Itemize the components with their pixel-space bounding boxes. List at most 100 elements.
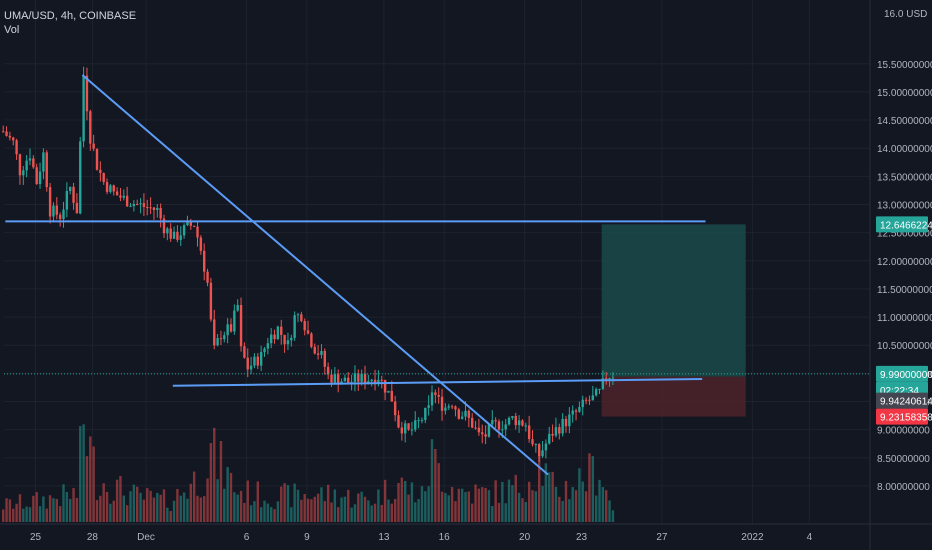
volume-bar (437, 463, 440, 522)
volume-bar (517, 492, 521, 522)
volume-bar (594, 495, 598, 522)
time-tick-label: 13 (378, 532, 390, 543)
candle-body (464, 410, 467, 417)
volume-bar (256, 481, 259, 522)
candle-body (246, 357, 249, 370)
volume-bar (410, 482, 414, 522)
volume-bar (538, 454, 541, 522)
volume-bar (22, 508, 25, 522)
volume-bar (196, 495, 199, 522)
time-tick-label: 27 (656, 532, 668, 543)
candle-body (283, 334, 286, 345)
candle-body (52, 205, 55, 217)
candle-body (424, 407, 427, 420)
candle-body (430, 392, 434, 406)
candle-body (243, 346, 246, 358)
candle-body (417, 420, 420, 422)
candle-body (471, 417, 474, 428)
bar-countdown-tag-text: 02:22:34 (880, 386, 919, 397)
candles (2, 66, 615, 462)
candle-body (89, 111, 92, 144)
volume-indicator-label[interactable]: Vol (4, 24, 20, 36)
volume-bar (283, 483, 286, 522)
candle-body (72, 186, 75, 203)
candle-body (333, 374, 337, 383)
price-tags: 12.64662242 9.99000000 02:22:349.94240614 9… (876, 216, 932, 425)
volume-bar (447, 495, 450, 522)
volume-bar (601, 487, 605, 522)
candle-body (303, 321, 306, 331)
position-zones[interactable] (601, 224, 746, 417)
volume-bar (156, 492, 159, 522)
volume-bar (414, 502, 417, 522)
candle-body (249, 365, 253, 370)
volume-bar (588, 453, 591, 522)
volume-bar (273, 509, 276, 522)
trendlines[interactable] (5, 74, 706, 476)
volume-bar (236, 494, 239, 522)
candle-body (129, 206, 132, 208)
volume-bar (69, 498, 72, 522)
volume-bar (82, 424, 85, 522)
symbol-title[interactable]: UMA/USD, 4h, COINBASE (4, 10, 137, 22)
chart-legend[interactable]: UMA/USD, 4h, COINBASE Vol (4, 9, 136, 37)
candle-body (142, 203, 146, 207)
candle-body (574, 410, 578, 412)
volume-bar (99, 495, 102, 522)
candle-body (233, 310, 236, 332)
candle-body (270, 334, 273, 344)
candle-body (172, 231, 176, 239)
volume-bar (303, 494, 306, 522)
loss-zone[interactable] (601, 376, 746, 417)
volume-bar (115, 479, 119, 522)
candle-body (25, 160, 28, 171)
volume-bar (357, 493, 360, 522)
volume-bar (330, 502, 333, 522)
volume-bar (15, 503, 18, 522)
candle-body (115, 191, 119, 196)
candle-body (521, 420, 524, 426)
volume-bar (551, 471, 554, 522)
candle-body (383, 379, 387, 393)
candle-body (99, 169, 102, 174)
lower-support-line[interactable] (172, 377, 703, 387)
candle-body (594, 389, 598, 396)
volume-bar (444, 493, 447, 522)
candle-body (253, 356, 256, 366)
candle-body (440, 396, 444, 411)
volume-bar (102, 483, 105, 522)
volume-bar (132, 484, 136, 522)
volume-bar (306, 498, 310, 522)
price-tick-label: 8.00000000 (877, 482, 930, 493)
volume-bar (541, 485, 544, 522)
candle-body (601, 378, 605, 389)
candle-body (605, 378, 608, 380)
volume-bar (424, 491, 427, 522)
candle-body (48, 187, 52, 217)
time-axis[interactable]: 25 28 Dec 6 9 13 16 20 23 27 2022 4 (30, 532, 813, 543)
candle-body (199, 237, 203, 251)
candle-body (504, 424, 507, 430)
volume-bar (568, 499, 571, 522)
volume-bar (253, 501, 256, 522)
candle-body (162, 218, 166, 234)
candle-body (179, 235, 182, 240)
candle-body (216, 338, 219, 346)
price-tick-label: 13.50000000 (877, 172, 932, 183)
volume-bar (85, 456, 89, 522)
volume-bar (507, 479, 511, 522)
profit-zone[interactable] (601, 224, 746, 377)
candle-body (497, 421, 501, 430)
candle-body (323, 350, 326, 367)
price-tick-label: 15.00000000 (877, 88, 932, 99)
candle-body (263, 348, 266, 353)
volume-bar (467, 491, 471, 522)
descending-trendline[interactable] (81, 74, 549, 476)
volume-bar (146, 488, 149, 522)
volume-bar (119, 475, 122, 522)
candle-body (159, 207, 162, 219)
volume-bar (487, 490, 491, 522)
volume-bar (390, 503, 393, 522)
volume-bar (417, 499, 420, 522)
